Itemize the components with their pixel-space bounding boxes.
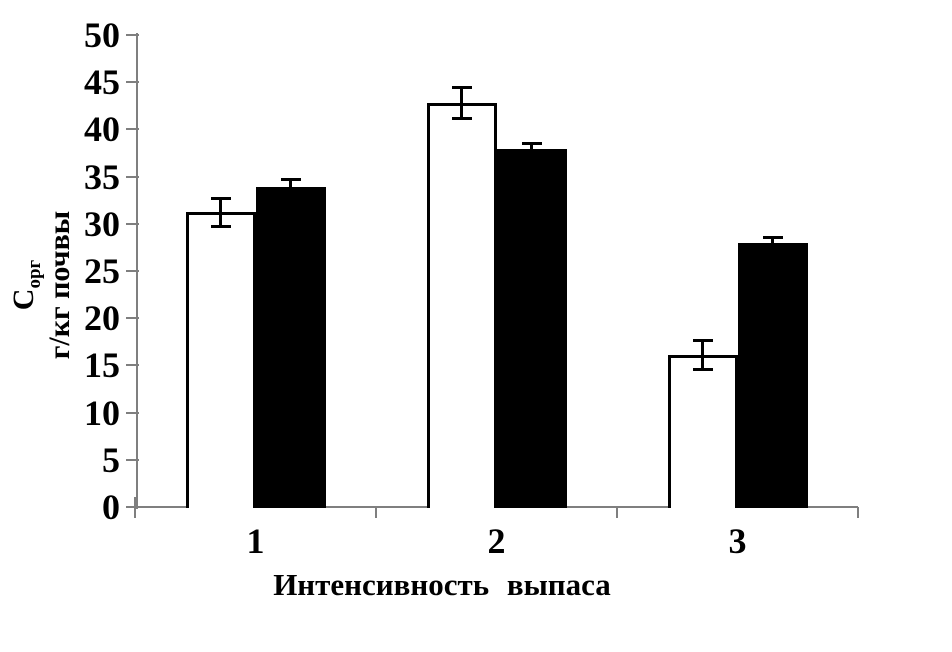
error-bar-cap-top [451,86,472,90]
y-tick [126,175,139,178]
y-axis-title-main: C [7,288,40,311]
y-tick-label: 0 [102,487,120,527]
y-tick-label: 30 [84,203,120,244]
y-tick [126,458,139,461]
y-tick [126,317,139,320]
x-tick [134,497,136,518]
y-tick-label: 25 [84,251,120,291]
y-tick-label: 50 [84,15,120,55]
y-axis-title-units: г/кг почвы [43,210,76,360]
y-tick-label: 5 [102,439,120,480]
y-tick [126,128,139,131]
error-bar-stem [701,340,704,370]
error-bar-cap-top [210,196,231,200]
y-axis-title: Cорг г/кг почвы [6,180,78,390]
error-bar-stem [219,198,222,227]
bar-open-bars-1 [185,212,256,508]
y-tick-label: 15 [84,345,120,386]
y-tick-label: 45 [84,62,120,103]
error-bar-cap-top [280,177,301,181]
bar-filled-bars-2 [496,149,567,508]
y-tick [126,222,139,225]
error-bar-cap-bottom [521,153,542,157]
error-bar-cap-bottom [762,246,783,250]
error-bar-cap-top [762,235,783,239]
x-category-label: 1 [246,521,265,561]
error-bar-cap-bottom [210,225,231,229]
error-bar-cap-bottom [280,193,301,197]
y-tick [126,364,139,367]
x-category-label: 2 [487,521,506,561]
error-bar-cap-top [521,142,542,146]
x-tick [375,507,377,518]
y-tick-label: 40 [84,109,120,150]
y-tick [126,270,139,272]
error-bar-stem [460,87,463,119]
x-tick [616,507,618,518]
x-axis-title: Интенсивность выпаса [273,567,611,602]
error-bar-stem [530,143,533,155]
error-bar-cap-bottom [692,367,713,371]
error-bar-stem [771,237,774,249]
bar-filled-bars-1 [255,186,326,508]
error-bar-cap-top [692,339,713,343]
bar-filled-bars-3 [737,242,808,508]
x-category-label: 3 [728,521,747,561]
x-tick [857,507,859,518]
y-tick [126,411,139,414]
error-bar-cap-bottom [451,116,472,120]
y-tick-label: 20 [84,298,120,339]
error-bar-stem [289,179,292,195]
y-tick [126,81,139,84]
y-tick-label: 35 [84,156,120,197]
y-axis-title-symbol: Cорг [6,180,45,390]
bar-open-bars-3 [667,355,738,508]
y-tick [126,506,139,508]
bar-open-bars-2 [426,102,497,508]
y-tick-label: 10 [84,392,120,433]
y-tick [126,34,139,36]
